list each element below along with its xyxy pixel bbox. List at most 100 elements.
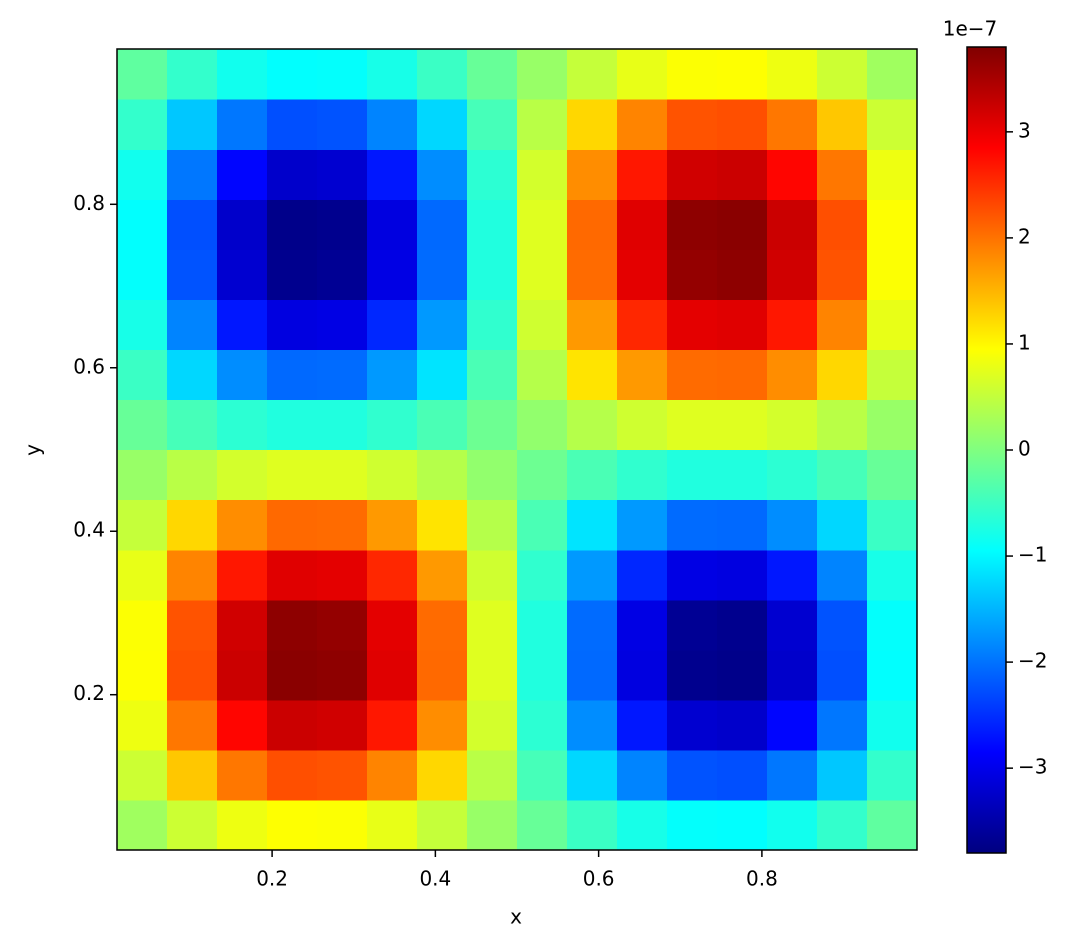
heatmap-cell — [416, 749, 468, 801]
heatmap-cell — [467, 599, 518, 651]
heatmap-cell — [716, 249, 768, 300]
heatmap-cell — [767, 48, 818, 100]
heatmap-cell — [716, 149, 768, 200]
heatmap-cell — [767, 549, 818, 601]
heatmap-cell — [816, 499, 868, 551]
heatmap-cell — [816, 299, 868, 351]
heatmap-cell — [816, 699, 868, 751]
heatmap-cell — [216, 749, 268, 801]
heatmap-cell — [416, 449, 468, 501]
heatmap-cell — [816, 149, 868, 200]
colorbar-tick-label: −3 — [1018, 755, 1047, 779]
heatmap-cell — [716, 349, 768, 401]
heatmap-cell — [516, 48, 568, 100]
heatmap-cell — [667, 499, 718, 551]
heatmap-cell — [567, 549, 618, 601]
heatmap-cell — [267, 599, 318, 651]
heatmap-cell — [116, 749, 168, 801]
heatmap-cell — [667, 449, 718, 501]
heatmap-cell — [116, 549, 168, 601]
heatmap-cell — [367, 449, 418, 501]
heatmap-cell — [767, 249, 818, 300]
heatmap-cell — [216, 499, 268, 551]
heatmap-cell — [316, 649, 368, 701]
heatmap-cell — [216, 449, 268, 501]
heatmap-cell — [316, 399, 368, 451]
colorbar-tick-label: 1 — [1018, 330, 1031, 354]
heatmap-cell — [567, 48, 618, 100]
heatmap-cell — [367, 99, 418, 150]
heatmap-cell — [567, 399, 618, 451]
heatmap-cell — [516, 649, 568, 701]
heatmap-cell — [316, 99, 368, 150]
heatmap-cell — [216, 199, 268, 250]
heatmap-cell — [616, 149, 668, 200]
heatmap-cell — [816, 649, 868, 701]
heatmap-cell — [616, 349, 668, 401]
heatmap-cell — [367, 249, 418, 300]
heatmap-cell — [616, 48, 668, 100]
heatmap-cell — [767, 99, 818, 150]
heatmap-cell — [416, 299, 468, 351]
heatmap-cell — [167, 699, 218, 751]
heatmap-cell — [816, 599, 868, 651]
heatmap-cell — [716, 749, 768, 801]
heatmap-cell — [216, 599, 268, 651]
heatmap-cell — [116, 649, 168, 701]
heatmap-cell — [516, 99, 568, 150]
heatmap-cell — [467, 349, 518, 401]
heatmap-cell — [816, 749, 868, 801]
heatmap-cell — [167, 449, 218, 501]
heatmap-cell — [216, 349, 268, 401]
heatmap-cell — [867, 549, 918, 601]
heatmap-cell — [167, 599, 218, 651]
heatmap-cell — [116, 149, 168, 200]
heatmap-cell — [567, 699, 618, 751]
heatmap-cell — [616, 599, 668, 651]
heatmap-cell — [567, 599, 618, 651]
heatmap-cell — [816, 399, 868, 451]
heatmap-cell — [367, 699, 418, 751]
heatmap-cell — [467, 799, 518, 851]
heatmap-cell — [616, 449, 668, 501]
heatmap-cell — [767, 749, 818, 801]
heatmap-cell — [267, 549, 318, 601]
heatmap-cell — [767, 799, 818, 851]
heatmap-cell — [367, 599, 418, 651]
heatmap-cell — [867, 149, 918, 200]
heatmap-cell — [316, 499, 368, 551]
heatmap-cell — [267, 499, 318, 551]
heatmap-cell — [367, 499, 418, 551]
heatmap-cell — [167, 499, 218, 551]
heatmap-cell — [416, 599, 468, 651]
heatmap-cell — [216, 799, 268, 851]
heatmap-cell — [767, 399, 818, 451]
heatmap-cell — [516, 699, 568, 751]
heatmap-cell — [116, 399, 168, 451]
heatmap-cell — [267, 99, 318, 150]
heatmap-cell — [716, 399, 768, 451]
heatmap-cell — [867, 649, 918, 701]
heatmap-cell — [716, 499, 768, 551]
heatmap-cell — [567, 299, 618, 351]
heatmap-cell — [416, 499, 468, 551]
colorbar-tick-label: 0 — [1018, 437, 1031, 461]
heatmap-cell — [267, 48, 318, 100]
plot-frame — [116, 48, 918, 851]
heatmap-cell — [167, 399, 218, 451]
x-tick-label: 0.6 — [583, 867, 615, 891]
heatmap-cell — [667, 349, 718, 401]
heatmap-cell — [316, 599, 368, 651]
heatmap-cell — [516, 749, 568, 801]
heatmap-cell — [367, 399, 418, 451]
heatmap-cell — [616, 299, 668, 351]
heatmap-cell — [767, 599, 818, 651]
heatmap — [116, 48, 918, 851]
heatmap-cell — [367, 649, 418, 701]
heatmap-cell — [516, 199, 568, 250]
heatmap-cell — [716, 549, 768, 601]
heatmap-cell — [516, 599, 568, 651]
heatmap-cell — [267, 649, 318, 701]
heatmap-cell — [667, 149, 718, 200]
